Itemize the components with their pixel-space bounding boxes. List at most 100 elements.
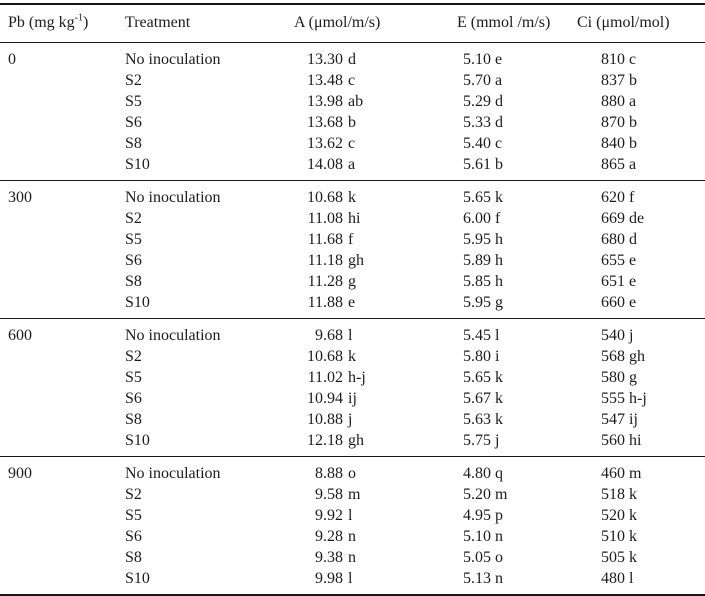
ci-cell: 620 f xyxy=(601,189,635,206)
a-value: 13.98 xyxy=(307,93,343,110)
e-cell: 5.61 b xyxy=(463,156,503,173)
a-value: 9.68 xyxy=(315,327,343,344)
treatment-cell: S10 xyxy=(125,432,150,449)
ci-cell: 518 k xyxy=(601,486,637,503)
ci-cell: 460 m xyxy=(601,465,642,482)
ci-cell: 840 b xyxy=(601,135,637,152)
a-significance-letters: m xyxy=(348,486,361,503)
table-row: S8 10.88 j 5.63 k 547 ij xyxy=(0,409,705,430)
e-cell: 6.00 f xyxy=(463,210,501,227)
a-value: 8.88 xyxy=(315,465,343,482)
a-value: 13.68 xyxy=(307,114,343,131)
ci-cell: 865 a xyxy=(601,156,637,173)
table-row: S6 9.28 n 5.10 n 510 k xyxy=(0,526,705,547)
ci-cell: 520 k xyxy=(601,507,637,524)
treatment-cell: S5 xyxy=(125,507,142,524)
pb-level-value: 900 xyxy=(8,465,32,482)
a-significance-letters: d xyxy=(348,51,356,68)
a-cell: 8.88 o xyxy=(290,457,455,485)
a-cell: 13.30 d xyxy=(290,43,455,71)
ci-cell: 669 de xyxy=(601,210,645,227)
a-significance-letters: gh xyxy=(348,252,364,269)
e-cell: 5.29 d xyxy=(463,93,503,110)
treatment-cell: S5 xyxy=(125,93,142,110)
a-cell: 9.92 l xyxy=(290,505,455,526)
e-cell: 5.70 a xyxy=(463,72,503,89)
ci-cell: 510 k xyxy=(601,528,637,545)
a-significance-letters: n xyxy=(348,549,356,566)
col-header-e: E (mmol /m/s) xyxy=(457,14,551,31)
a-value: 11.08 xyxy=(307,210,343,227)
ci-cell: 560 hi xyxy=(601,432,642,449)
table-row: S5 13.98 ab 5.29 d 880 a xyxy=(0,91,705,112)
a-significance-letters: f xyxy=(348,231,354,248)
treatment-cell: S8 xyxy=(125,273,142,290)
table-row: 0 No inoculation 13.30 d 5.10 e 810 c xyxy=(0,43,705,71)
a-cell: 9.98 l xyxy=(290,568,455,595)
a-value: 14.08 xyxy=(307,156,343,173)
e-cell: 5.89 h xyxy=(463,252,503,269)
ci-cell: 580 g xyxy=(601,369,637,386)
treatment-cell: S10 xyxy=(125,156,150,173)
table-row: S5 11.02 h-j 5.65 k 580 g xyxy=(0,367,705,388)
a-cell: 12.18 gh xyxy=(290,430,455,457)
a-significance-letters: ij xyxy=(348,390,357,407)
a-value: 13.48 xyxy=(307,72,343,89)
a-value: 11.88 xyxy=(307,294,343,311)
e-cell: 5.40 c xyxy=(463,135,503,152)
treatment-cell: S6 xyxy=(125,390,142,407)
a-cell: 10.88 j xyxy=(290,409,455,430)
table-row: S10 11.88 e 5.95 g 660 e xyxy=(0,292,705,319)
a-significance-letters: c xyxy=(348,72,356,89)
a-value: 9.92 xyxy=(315,507,343,524)
e-cell: 5.85 h xyxy=(463,273,503,290)
col-header-pb: Pb (mg kg-1) xyxy=(0,4,117,43)
treatment-cell: S10 xyxy=(125,570,150,587)
table-row: S8 9.38 n 5.05 o 505 k xyxy=(0,547,705,568)
a-cell: 10.94 ij xyxy=(290,388,455,409)
a-significance-letters: l xyxy=(348,507,353,524)
a-significance-letters: l xyxy=(348,570,353,587)
a-significance-letters: k xyxy=(348,348,356,365)
table-row: S10 12.18 gh 5.75 j 560 hi xyxy=(0,430,705,457)
a-value: 11.02 xyxy=(307,369,343,386)
a-value: 10.68 xyxy=(307,348,343,365)
e-cell: 4.80 q xyxy=(463,465,503,482)
pb-header-text: Pb (mg kg xyxy=(8,14,75,31)
a-significance-letters: l xyxy=(348,327,353,344)
e-cell: 5.20 m xyxy=(463,486,508,503)
a-value: 10.94 xyxy=(307,390,343,407)
table-row: S6 10.94 ij 5.67 k 555 h-j xyxy=(0,388,705,409)
e-cell: 5.10 e xyxy=(463,51,503,68)
treatment-cell: S2 xyxy=(125,348,142,365)
treatment-cell: S8 xyxy=(125,411,142,428)
table-row: 300 No inoculation 10.68 k 5.65 k 620 f xyxy=(0,181,705,209)
ci-cell: 555 h-j xyxy=(601,390,647,407)
ci-cell: 568 gh xyxy=(601,348,645,365)
table-header-row: Pb (mg kg-1) Treatment A (μmol/m/s) E (m… xyxy=(0,4,705,43)
pb-header-close: ) xyxy=(83,14,89,31)
a-cell: 9.38 n xyxy=(290,547,455,568)
table-row: S2 10.68 k 5.80 i 568 gh xyxy=(0,346,705,367)
treatment-cell: S5 xyxy=(125,369,142,386)
e-cell: 5.67 k xyxy=(463,390,503,407)
ci-cell: 880 a xyxy=(601,93,637,110)
a-cell: 11.88 e xyxy=(290,292,455,319)
col-header-ci: Ci (μmol/mol) xyxy=(577,14,670,31)
treatment-cell: S6 xyxy=(125,528,142,545)
a-significance-letters: hi xyxy=(348,210,361,227)
a-cell: 9.68 l xyxy=(290,319,455,347)
a-significance-letters: ab xyxy=(348,93,364,110)
a-cell: 9.58 m xyxy=(290,484,455,505)
a-significance-letters: h-j xyxy=(348,369,366,386)
e-cell: 5.05 o xyxy=(463,549,503,566)
treatment-cell: S8 xyxy=(125,549,142,566)
a-cell: 11.18 gh xyxy=(290,250,455,271)
table-row: S10 9.98 l 5.13 n 480 l xyxy=(0,568,705,595)
a-value: 11.28 xyxy=(307,273,343,290)
treatment-cell: S2 xyxy=(125,72,142,89)
ci-cell: 651 e xyxy=(601,273,637,290)
treatment-cell: S2 xyxy=(125,486,142,503)
a-cell: 11.08 hi xyxy=(290,208,455,229)
ci-cell: 837 b xyxy=(601,72,637,89)
